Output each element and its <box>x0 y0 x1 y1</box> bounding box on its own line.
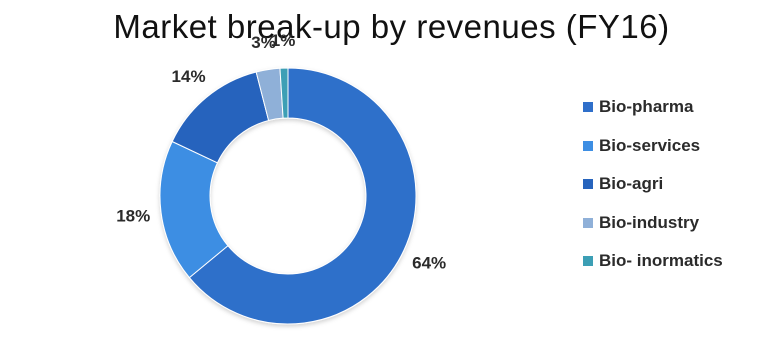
slice-bio-pharma <box>188 67 417 325</box>
legend-label: Bio-services <box>599 135 701 155</box>
legend-swatch <box>583 256 593 267</box>
legend-swatch <box>583 140 593 151</box>
legend-label: Bio-pharma <box>599 97 694 117</box>
legend-item-bio-services: Bio-services <box>583 127 723 166</box>
legend-label: Bio-agri <box>599 174 664 194</box>
slice-bio-inormatics <box>279 67 289 119</box>
chart-title: Market break-up by revenues (FY16) <box>113 8 670 45</box>
data-label-bio-agri: 14% <box>172 67 206 86</box>
legend-item-bio-agri: Bio-agri <box>583 165 723 204</box>
data-label-bio-pharma: 64% <box>412 253 446 272</box>
legend-label: Bio-industry <box>599 212 700 232</box>
data-label-bio-inormatics: 1% <box>271 31 296 50</box>
legend-swatch <box>583 217 593 228</box>
legend-label: Bio- inormatics <box>599 251 723 271</box>
legend-swatch <box>583 102 593 113</box>
legend: Bio-pharma Bio-services Bio-agri Bio-indust… <box>583 88 723 281</box>
data-label-bio-industry: 3% <box>251 33 276 52</box>
legend-item-bio-industry: Bio-industry <box>583 204 723 243</box>
legend-item-bio-pharma: Bio-pharma <box>583 88 723 127</box>
legend-item-bio-inormatics: Bio- inormatics <box>583 242 723 281</box>
data-label-bio-services: 18% <box>116 207 150 226</box>
legend-swatch <box>583 179 593 190</box>
